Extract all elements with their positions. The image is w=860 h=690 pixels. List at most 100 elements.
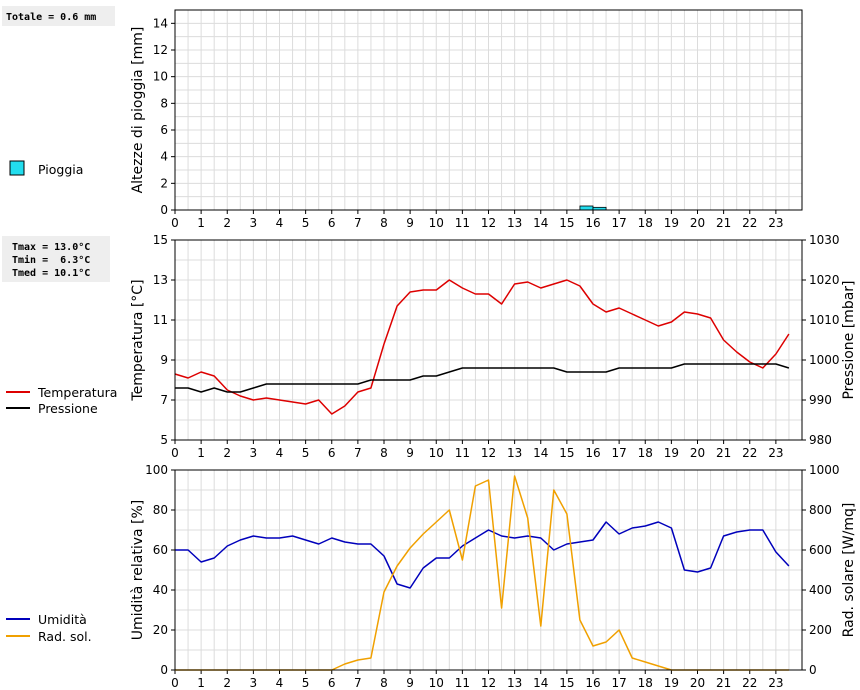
y-right-tick-label: 1000 [809,353,840,367]
y-axis-label: Temperatura [°C] [130,279,146,401]
x-tick-label: 14 [533,446,548,460]
x-tick-label: 17 [611,216,626,230]
y-tick-label: 14 [153,16,168,30]
x-tick-label: 2 [223,216,231,230]
x-tick-label: 21 [716,676,731,690]
x-tick-label: 14 [533,676,548,690]
x-tick-label: 5 [302,676,310,690]
x-tick-label: 12 [481,446,496,460]
x-tick-label: 22 [742,216,757,230]
y-right-tick-label: 200 [809,623,832,637]
x-tick-label: 19 [664,216,679,230]
x-tick-label: 10 [429,446,444,460]
x-tick-label: 0 [171,676,179,690]
x-tick-label: 13 [507,676,522,690]
rain-total-label: Totale = 0.6 mm [6,12,96,23]
x-tick-label: 3 [250,676,258,690]
x-tick-label: 15 [559,216,574,230]
y-tick-label: 0 [160,203,168,217]
x-tick-label: 11 [455,446,470,460]
x-tick-label: 16 [585,216,600,230]
y-right-axis-label: Pressione [mbar] [841,280,857,399]
x-tick-label: 0 [171,216,179,230]
x-tick-label: 12 [481,216,496,230]
x-tick-label: 8 [380,676,388,690]
y-right-tick-label: 1020 [809,273,840,287]
temperature-pressure-panel: 0 1 2 3 4 5 6 7 8 9 10 11 12 13 14 15 16 17 18 19 20 21 22 2357… [130,233,857,460]
x-tick-label: 4 [276,676,284,690]
x-tick-label: 17 [611,676,626,690]
y-right-tick-label: 600 [809,543,832,557]
legend-radiation-label: Rad. sol. [38,629,92,644]
y-right-tick-label: 1010 [809,313,840,327]
x-tick-label: 7 [354,446,362,460]
x-tick-label: 9 [406,216,414,230]
x-tick-label: 1 [197,216,205,230]
x-tick-label: 0 [171,446,179,460]
x-tick-label: 21 [716,216,731,230]
x-tick-label: 14 [533,216,548,230]
x-tick-label: 6 [328,216,336,230]
x-tick-label: 19 [664,446,679,460]
x-tick-label: 22 [742,676,757,690]
x-tick-label: 19 [664,676,679,690]
x-tick-label: 10 [429,216,444,230]
x-tick-label: 17 [611,446,626,460]
legend-pressure-label: Pressione [38,401,98,416]
x-tick-label: 18 [638,676,653,690]
tmin-label: Tmin = 6.3°C [12,254,90,266]
x-tick-label: 1 [197,446,205,460]
rain-total-box [2,6,115,26]
x-tick-label: 4 [276,216,284,230]
x-tick-label: 6 [328,676,336,690]
y-right-axis-label: Rad. solare [W/mq] [841,503,857,638]
x-tick-label: 3 [250,446,258,460]
y-tick-label: 2 [160,176,168,190]
x-tick-label: 20 [690,446,705,460]
y-axis-label: Altezze di pioggia [mm] [130,27,146,194]
y-tick-label: 12 [153,43,168,57]
series-line-pressione [175,363,790,393]
plot-frame [174,9,803,211]
y-right-tick-label: 1030 [809,233,840,247]
y-tick-label: 6 [160,123,168,137]
y-tick-label: 80 [153,503,168,517]
x-tick-label: 9 [406,446,414,460]
temp-stats-box [2,236,110,282]
series-line-temperatura [174,279,790,415]
legend-temperature-label: Temperatura [37,385,117,400]
legend-rain-label: Pioggia [38,162,83,177]
legend-rain-swatch [9,160,25,176]
legend-humidity-label: Umidità [38,612,87,627]
y-tick-label: 10 [153,70,168,84]
y-right-tick-label: 0 [809,663,817,677]
y-tick-label: 60 [153,543,168,557]
y-tick-label: 20 [153,623,168,637]
x-tick-label: 7 [354,216,362,230]
y-tick-label: 8 [160,96,168,110]
x-tick-label: 9 [406,676,414,690]
x-tick-label: 2 [223,446,231,460]
x-tick-label: 13 [507,216,522,230]
x-tick-label: 11 [455,676,470,690]
rain-bar [579,205,594,211]
y-tick-label: 9 [160,353,168,367]
x-tick-label: 5 [302,216,310,230]
y-right-tick-label: 990 [809,393,832,407]
rain-panel: 0 1 2 3 4 5 6 7 8 9 10 11 12 13 14 15 16 17 18 19 20 21 22 2302… [130,9,803,230]
x-tick-label: 18 [638,446,653,460]
x-tick-label: 7 [354,676,362,690]
x-tick-label: 15 [559,676,574,690]
x-tick-label: 20 [690,216,705,230]
series-line-umidit [175,521,790,589]
y-tick-label: 100 [145,463,168,477]
x-tick-label: 5 [302,446,310,460]
x-tick-label: 23 [768,216,783,230]
y-tick-label: 13 [153,273,168,287]
y-right-tick-label: 400 [809,583,832,597]
x-tick-label: 12 [481,676,496,690]
y-tick-label: 0 [160,663,168,677]
x-tick-label: 23 [768,446,783,460]
x-tick-label: 8 [380,216,388,230]
